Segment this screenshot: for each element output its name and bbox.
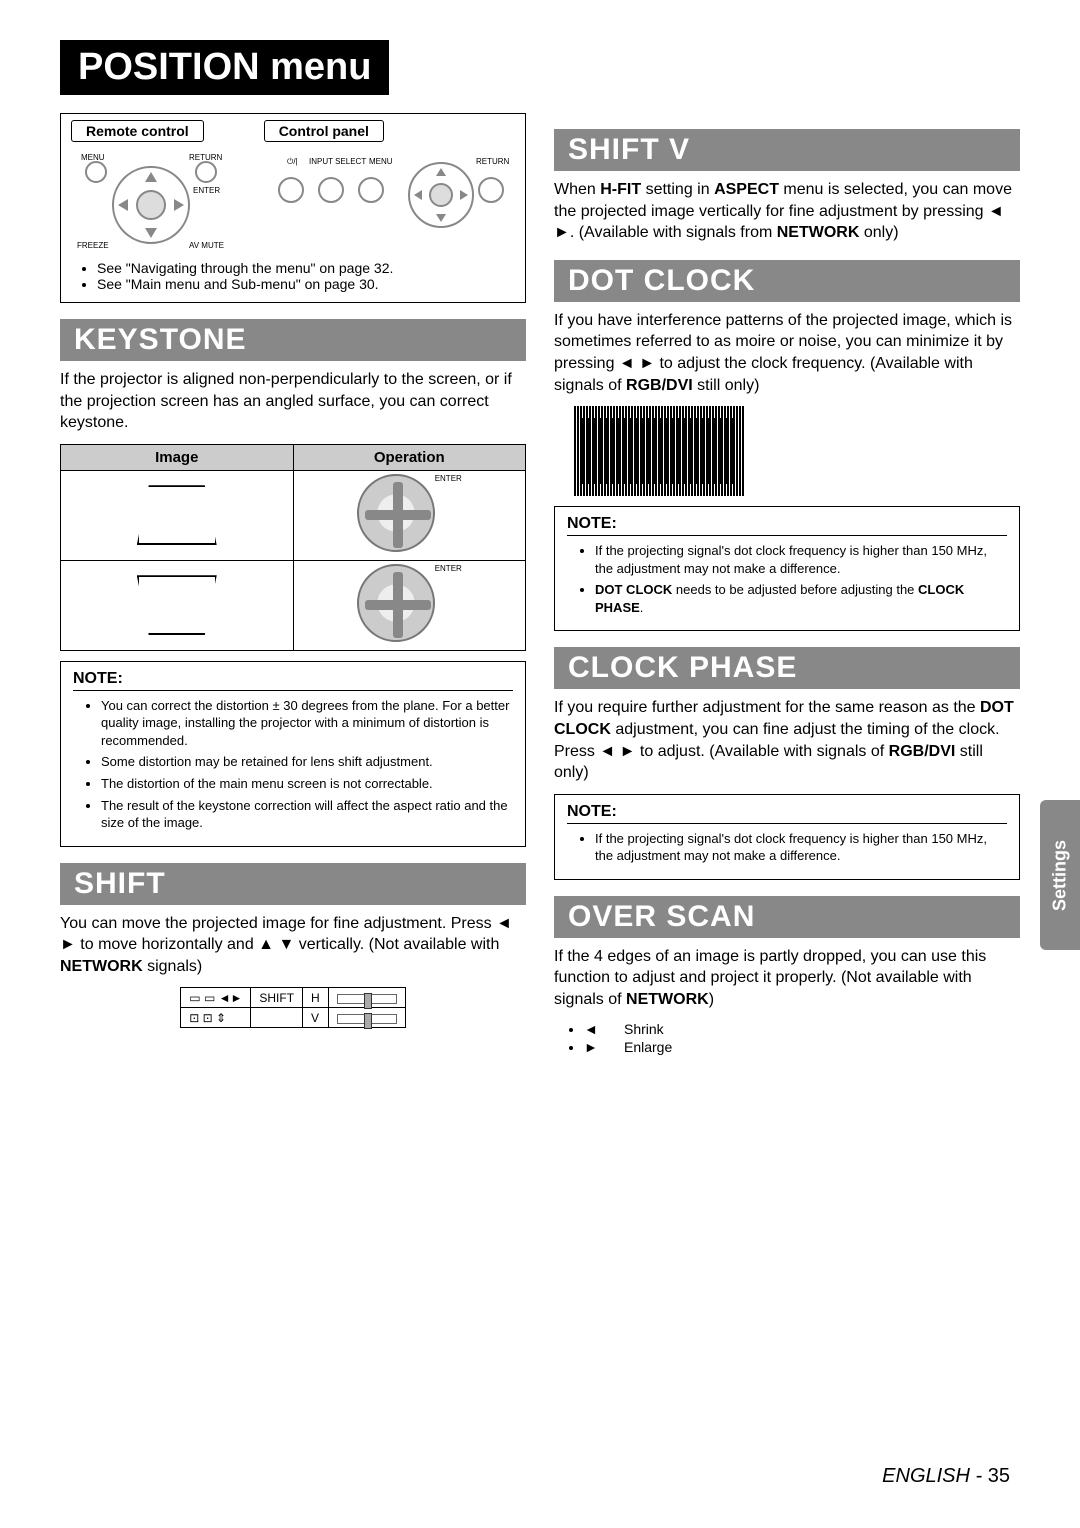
svg-text:AV MUTE: AV MUTE [189, 241, 224, 250]
svg-text:RETURN: RETURN [476, 157, 510, 166]
dot-clock-note-box: NOTE: If the projecting signal's dot clo… [554, 506, 1020, 631]
keystone-image-cell [61, 470, 294, 560]
shift-h-slider [328, 988, 405, 1008]
control-panel-label: Control panel [264, 120, 384, 142]
dpad-icon [357, 564, 435, 642]
note-item: Some distortion may be retained for lens… [101, 753, 513, 771]
keystone-operation-cell: ENTER [293, 470, 526, 560]
side-tab-settings: Settings [1040, 800, 1080, 950]
page-number: 35 [988, 1465, 1010, 1487]
svg-text:INPUT SELECT: INPUT SELECT [309, 157, 366, 166]
control-panel-diagram: ⏻/| INPUT SELECT MENU RETURN [261, 150, 511, 250]
over-scan-heading: OVER SCAN [554, 896, 1020, 938]
shift-osd-table: ▭ ▭ ◄► SHIFT H ⊡ ⊡ ⇕ V [180, 987, 405, 1028]
shift-v-heading: SHIFT V [554, 129, 1020, 171]
over-scan-item: ►Enlarge [584, 1039, 1020, 1055]
keystone-heading: KEYSTONE [60, 319, 526, 361]
keystone-operation-cell: ENTER [293, 560, 526, 650]
control-reference-box: Remote control Control panel MENU RETURN… [60, 113, 526, 303]
note-item: If the projecting signal's dot clock fre… [595, 542, 1007, 577]
keystone-image-cell [61, 560, 294, 650]
shift-heading: SHIFT [60, 863, 526, 905]
svg-text:ENTER: ENTER [193, 186, 220, 195]
note-item: You can correct the distortion ± 30 degr… [101, 697, 513, 750]
ref-item: See "Navigating through the menu" on pag… [97, 260, 515, 276]
clock-phase-text: If you require further adjustment for th… [554, 697, 1020, 783]
table-header-image: Image [61, 444, 294, 470]
dot-clock-text: If you have interference patterns of the… [554, 310, 1020, 396]
note-title: NOTE: [567, 515, 1007, 536]
svg-text:FREEZE: FREEZE [77, 241, 109, 250]
remote-control-label: Remote control [71, 120, 204, 142]
note-title: NOTE: [73, 670, 513, 691]
keystone-table: Image Operation ENTER ENTER [60, 444, 526, 651]
clock-phase-heading: CLOCK PHASE [554, 647, 1020, 689]
svg-text:MENU: MENU [369, 157, 393, 166]
svg-text:RETURN: RETURN [189, 153, 223, 162]
note-item: The distortion of the main menu screen i… [101, 775, 513, 793]
left-column: Remote control Control panel MENU RETURN… [60, 113, 526, 1057]
over-scan-list: ◄Shrink ►Enlarge [554, 1021, 1020, 1055]
shift-text: You can move the projected image for fin… [60, 913, 526, 978]
svg-text:MENU: MENU [81, 153, 105, 162]
reference-list: See "Navigating through the menu" on pag… [71, 260, 515, 292]
note-item: If the projecting signal's dot clock fre… [595, 830, 1007, 865]
note-title: NOTE: [567, 803, 1007, 824]
table-header-operation: Operation [293, 444, 526, 470]
shift-v-text: When H-FIT setting in ASPECT menu is sel… [554, 179, 1020, 244]
clock-phase-note-box: NOTE: If the projecting signal's dot clo… [554, 794, 1020, 880]
keystone-note-box: NOTE: You can correct the distortion ± 3… [60, 661, 526, 847]
ref-item: See "Main menu and Sub-menu" on page 30. [97, 276, 515, 292]
dot-clock-heading: DOT CLOCK [554, 260, 1020, 302]
keystone-text: If the projector is aligned non-perpendi… [60, 369, 526, 434]
note-item: The result of the keystone correction wi… [101, 797, 513, 832]
moire-pattern-icon [574, 406, 744, 496]
dpad-icon [357, 474, 435, 552]
over-scan-text: If the 4 edges of an image is partly dro… [554, 946, 1020, 1011]
page-footer: ENGLISH - 35 [882, 1465, 1010, 1488]
shift-icon-cell: ▭ ▭ ◄► [181, 988, 251, 1008]
svg-text:⏻/|: ⏻/| [287, 157, 298, 166]
shift-h-cell: H [303, 988, 329, 1008]
right-column: SHIFT V When H-FIT setting in ASPECT men… [554, 113, 1020, 1057]
over-scan-item: ◄Shrink [584, 1021, 1020, 1037]
shift-icon-cell: ⊡ ⊡ ⇕ [181, 1008, 251, 1028]
shift-v-cell: V [303, 1008, 329, 1028]
note-item: DOT CLOCK needs to be adjusted before ad… [595, 581, 1007, 616]
page-title: POSITION menu [60, 40, 389, 95]
remote-control-diagram: MENU RETURN ENTER FREEZE AV MUTE [71, 150, 231, 250]
shift-label-cell: SHIFT [251, 988, 303, 1008]
footer-language: ENGLISH [882, 1465, 970, 1487]
shift-v-slider [328, 1008, 405, 1028]
